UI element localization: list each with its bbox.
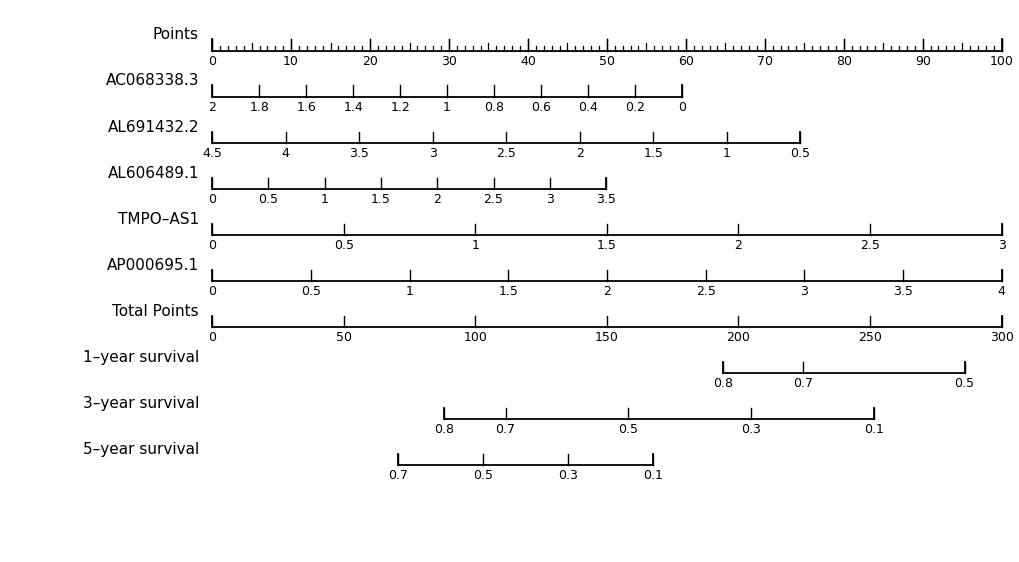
Text: 0.8: 0.8 xyxy=(434,423,453,436)
Text: 0.3: 0.3 xyxy=(741,423,760,436)
Text: 100: 100 xyxy=(463,331,487,344)
Text: 70: 70 xyxy=(756,55,772,67)
Text: 60: 60 xyxy=(678,55,693,67)
Text: 0.5: 0.5 xyxy=(790,147,809,160)
Text: 2: 2 xyxy=(208,101,216,114)
Text: 1: 1 xyxy=(442,101,450,114)
Text: Total Points: Total Points xyxy=(112,304,199,319)
Text: 1.6: 1.6 xyxy=(296,101,316,114)
Text: 0.5: 0.5 xyxy=(472,469,492,482)
Text: 0: 0 xyxy=(208,193,216,206)
Text: 1.8: 1.8 xyxy=(249,101,269,114)
Text: 250: 250 xyxy=(857,331,881,344)
Text: 0.7: 0.7 xyxy=(793,377,813,390)
Text: 0.5: 0.5 xyxy=(618,423,638,436)
Text: 80: 80 xyxy=(835,55,851,67)
Text: 2.5: 2.5 xyxy=(859,239,879,252)
Text: 50: 50 xyxy=(335,331,352,344)
Text: 0.5: 0.5 xyxy=(258,193,278,206)
Text: 1: 1 xyxy=(722,147,730,160)
Text: 0.5: 0.5 xyxy=(301,285,321,298)
Text: 0.8: 0.8 xyxy=(712,377,733,390)
Text: 1.5: 1.5 xyxy=(596,239,616,252)
Text: 3: 3 xyxy=(545,193,553,206)
Text: AC068338.3: AC068338.3 xyxy=(105,74,199,88)
Text: 0: 0 xyxy=(678,101,685,114)
Text: 0: 0 xyxy=(208,55,216,67)
Text: 1.5: 1.5 xyxy=(643,147,662,160)
Text: 50: 50 xyxy=(598,55,614,67)
Text: 0: 0 xyxy=(208,285,216,298)
Text: AP000695.1: AP000695.1 xyxy=(107,258,199,273)
Text: AL691432.2: AL691432.2 xyxy=(107,120,199,134)
Text: 4: 4 xyxy=(281,147,289,160)
Text: 0.6: 0.6 xyxy=(531,101,550,114)
Text: 10: 10 xyxy=(283,55,299,67)
Text: 2: 2 xyxy=(734,239,742,252)
Text: 3–year survival: 3–year survival xyxy=(83,396,199,411)
Text: TMPO–AS1: TMPO–AS1 xyxy=(117,212,199,226)
Text: 4.5: 4.5 xyxy=(202,147,222,160)
Text: 0.5: 0.5 xyxy=(333,239,354,252)
Text: 1: 1 xyxy=(320,193,328,206)
Text: 3: 3 xyxy=(997,239,1005,252)
Text: 2: 2 xyxy=(576,147,583,160)
Text: 0: 0 xyxy=(208,331,216,344)
Text: 0.5: 0.5 xyxy=(954,377,973,390)
Text: 2.5: 2.5 xyxy=(695,285,714,298)
Text: 1–year survival: 1–year survival xyxy=(83,350,199,365)
Text: 0.1: 0.1 xyxy=(863,423,882,436)
Text: 2.5: 2.5 xyxy=(496,147,516,160)
Text: 150: 150 xyxy=(594,331,619,344)
Text: 3.5: 3.5 xyxy=(595,193,615,206)
Text: 20: 20 xyxy=(362,55,378,67)
Text: 3.5: 3.5 xyxy=(893,285,912,298)
Text: 90: 90 xyxy=(914,55,929,67)
Text: 5–year survival: 5–year survival xyxy=(83,442,199,457)
Text: 1: 1 xyxy=(471,239,479,252)
Text: 3: 3 xyxy=(428,147,436,160)
Text: 30: 30 xyxy=(440,55,457,67)
Text: 0.1: 0.1 xyxy=(642,469,662,482)
Text: 0.4: 0.4 xyxy=(578,101,597,114)
Text: 0.7: 0.7 xyxy=(387,469,408,482)
Text: 0.2: 0.2 xyxy=(625,101,644,114)
Text: 2: 2 xyxy=(602,285,610,298)
Text: 1.2: 1.2 xyxy=(390,101,410,114)
Text: AL606489.1: AL606489.1 xyxy=(107,166,199,180)
Text: 300: 300 xyxy=(988,331,1013,344)
Text: 0.8: 0.8 xyxy=(484,101,503,114)
Text: 100: 100 xyxy=(988,55,1013,67)
Text: 0: 0 xyxy=(208,239,216,252)
Text: 0.3: 0.3 xyxy=(557,469,577,482)
Text: 4: 4 xyxy=(997,285,1005,298)
Text: 1.5: 1.5 xyxy=(371,193,390,206)
Text: 40: 40 xyxy=(520,55,535,67)
Text: 2: 2 xyxy=(433,193,441,206)
Text: 3.5: 3.5 xyxy=(348,147,369,160)
Text: 0.7: 0.7 xyxy=(495,423,516,436)
Text: 1.4: 1.4 xyxy=(342,101,363,114)
Text: 1: 1 xyxy=(406,285,413,298)
Text: 200: 200 xyxy=(726,331,750,344)
Text: 3: 3 xyxy=(800,285,807,298)
Text: 2.5: 2.5 xyxy=(483,193,503,206)
Text: 1.5: 1.5 xyxy=(498,285,518,298)
Text: Points: Points xyxy=(153,28,199,42)
